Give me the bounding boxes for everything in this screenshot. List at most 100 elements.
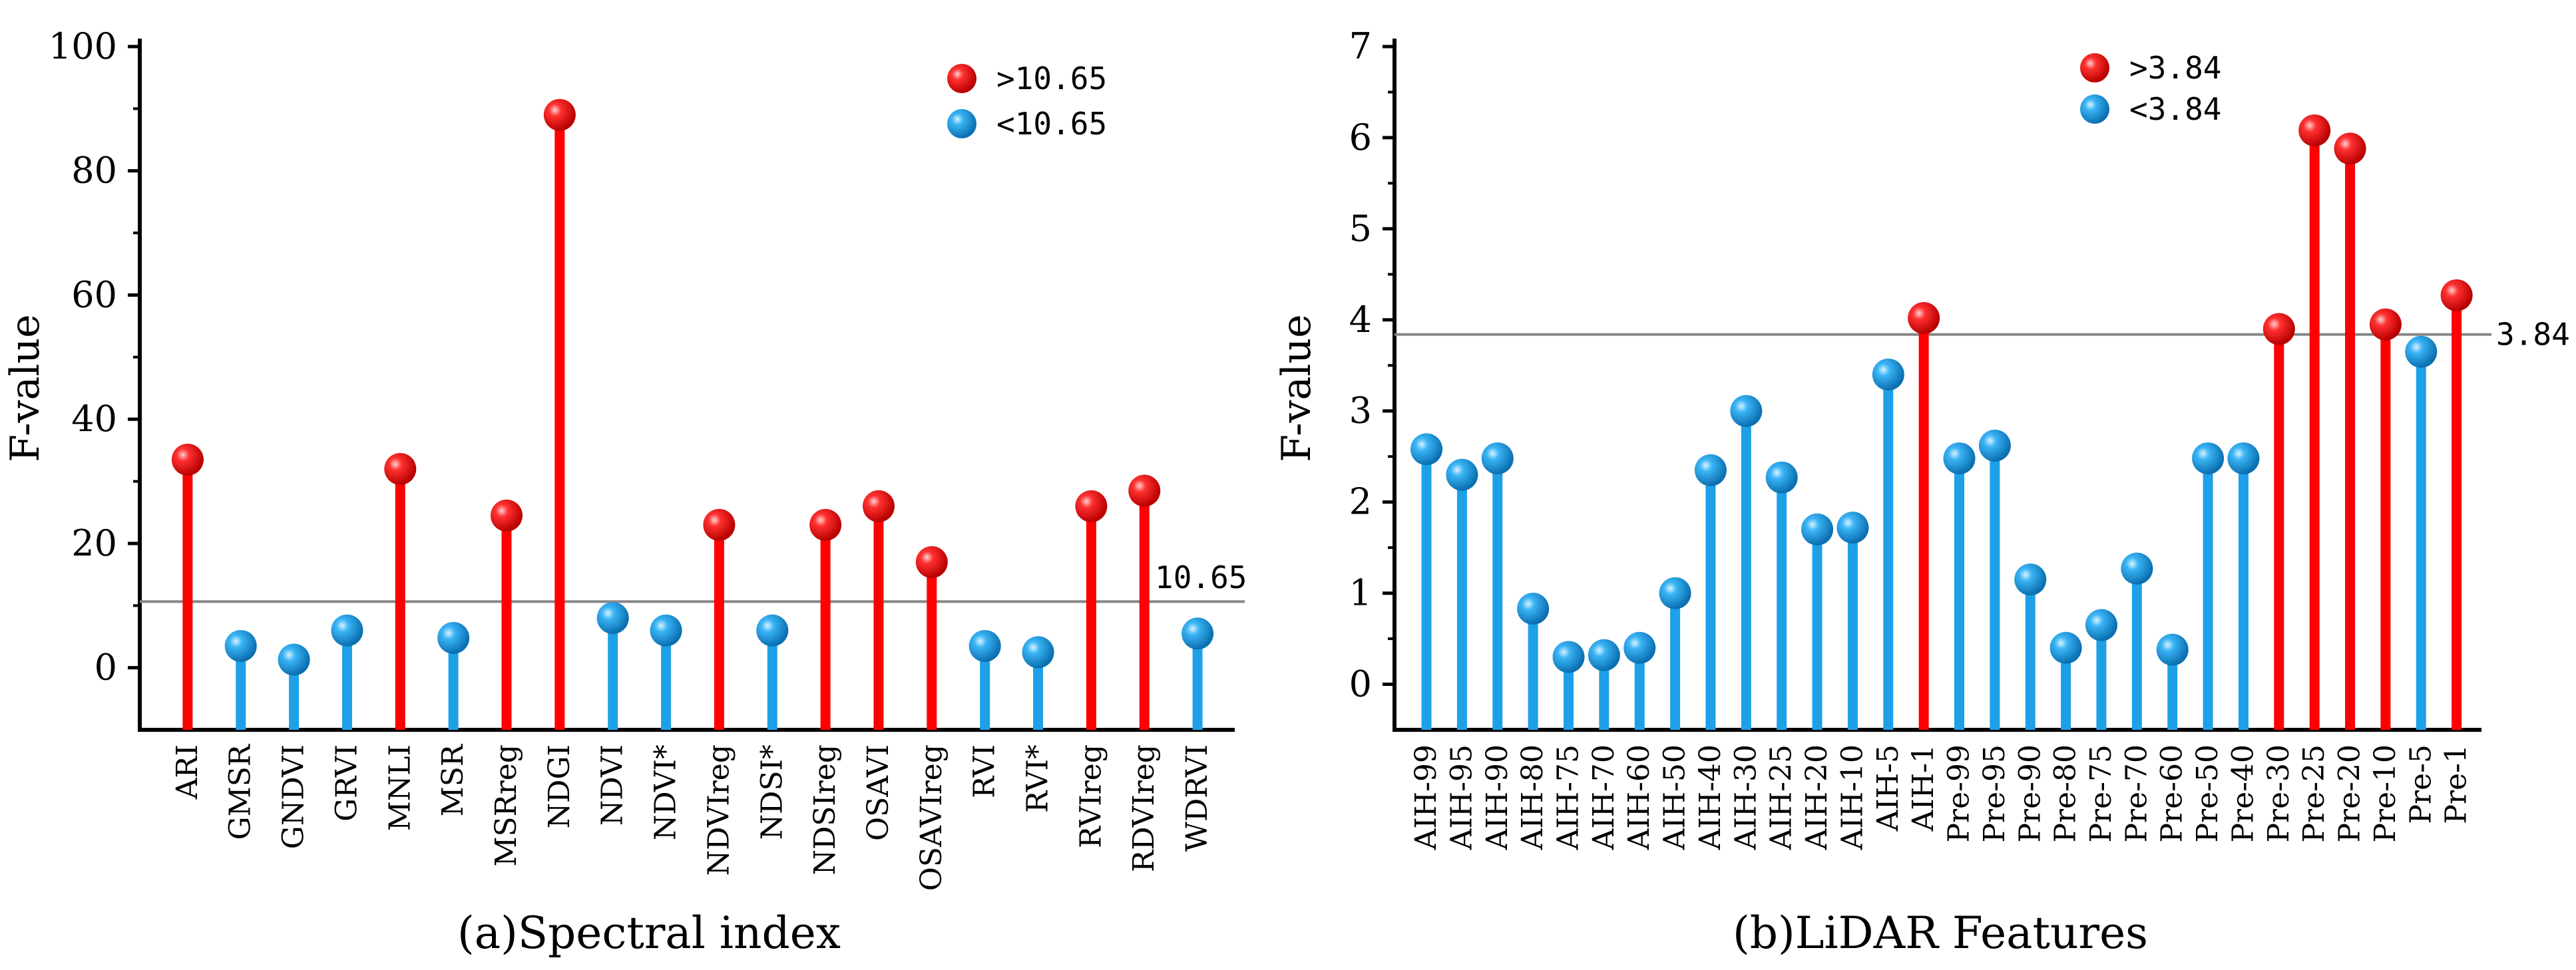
x-category-label: Pre-70 — [2119, 744, 2153, 843]
y-tick-label: 20 — [71, 522, 117, 564]
lollipop-point — [2085, 609, 2117, 641]
x-category-label: Pre-90 — [2013, 744, 2047, 843]
x-category-label: AIH-25 — [1765, 744, 1799, 850]
y-tick-label: 80 — [71, 150, 117, 192]
threshold-label: 10.65 — [1155, 560, 1247, 595]
x-category-label: RVIreg — [1074, 744, 1108, 848]
x-category-label: NDVI — [596, 744, 630, 826]
lollipop-point — [1623, 631, 1656, 664]
y-axis-title: F-value — [1273, 314, 1320, 462]
legend-label: <3.84 — [2129, 91, 2221, 127]
x-category-label: AIH-80 — [1516, 744, 1550, 850]
y-tick-label: 4 — [1349, 299, 1372, 341]
x-category-label: AIH-10 — [1835, 744, 1869, 850]
x-category-label: Pre-95 — [1978, 744, 2012, 843]
x-category-label: GRVI — [329, 744, 363, 822]
lollipop-point — [1765, 461, 1798, 494]
lollipop-point — [862, 490, 895, 522]
x-category-label: Pre-30 — [2262, 744, 2296, 843]
x-category-label: AIH-99 — [1409, 744, 1443, 850]
lollipop-point — [2014, 564, 2047, 596]
threshold-label: 3.84 — [2496, 317, 2570, 353]
y-tick-label: 6 — [1349, 116, 1372, 158]
lollipop-point — [1908, 302, 1940, 335]
lollipop-point — [1978, 429, 2011, 462]
lollipop-point — [1022, 636, 1054, 669]
x-category-label: WDRVI — [1180, 744, 1214, 852]
x-category-label: AIH-70 — [1587, 744, 1621, 850]
x-category-label: AIH-50 — [1658, 744, 1692, 850]
lollipop-point — [703, 508, 736, 541]
y-tick-label: 0 — [95, 647, 117, 689]
panel-spectral-index: 0 20 40 60 80 100 F-value 10.65 ARI GMSR GNDVI GRVI… — [2, 25, 1247, 959]
y-tick-label: 60 — [71, 273, 117, 315]
lollipop-point — [2298, 114, 2331, 146]
lollipop-point — [1659, 577, 1691, 609]
x-category-label: Pre-75 — [2084, 744, 2118, 843]
y-tick-label: 1 — [1349, 572, 1372, 614]
lollipop-point — [2156, 633, 2189, 666]
lollipop-point — [437, 621, 470, 654]
lollipop-point — [1872, 358, 1904, 391]
x-category-label: GMSR — [224, 743, 258, 840]
legend-marker — [947, 64, 976, 93]
y-tick-label: 40 — [71, 398, 117, 440]
legend-marker — [2080, 94, 2109, 124]
x-category-label: RVI* — [1021, 744, 1055, 813]
lollipop-point — [224, 629, 257, 662]
y-tick-label: 2 — [1349, 481, 1372, 523]
lollipop-point — [2369, 308, 2402, 341]
lollipop-point — [2334, 132, 2366, 165]
lollipop-point — [2440, 279, 2473, 311]
x-category-label: AIH-30 — [1729, 744, 1763, 850]
lollipop-point — [1552, 641, 1585, 673]
x-category-label: RVI — [968, 744, 1002, 798]
y-tick-label: 5 — [1349, 208, 1372, 249]
legend-label: <10.65 — [996, 106, 1107, 142]
lollipop-point — [2192, 442, 2225, 474]
lollipop-point — [1075, 490, 1108, 522]
x-category-label: AIH-20 — [1800, 744, 1834, 850]
lollipop-point — [756, 614, 789, 647]
lollipop-point — [1481, 442, 1514, 474]
x-category-label: OSAVIreg — [915, 744, 949, 891]
x-category-label: AIH-75 — [1551, 744, 1585, 850]
x-category-label: AIH-95 — [1444, 744, 1478, 850]
x-category-label: NDVIreg — [702, 744, 736, 876]
panel-caption: (a)Spectral index — [457, 907, 841, 959]
lollipop-point — [809, 508, 842, 541]
x-category-label: Pre-80 — [2049, 744, 2083, 843]
lollipop-point — [2227, 442, 2260, 474]
lollipop-point — [1730, 395, 1763, 427]
lollipop-point — [2049, 631, 2082, 664]
lollipop-point — [1181, 617, 1214, 650]
y-tick-label: 3 — [1349, 390, 1372, 432]
legend-label: >3.84 — [2129, 50, 2221, 86]
x-category-label: ARI — [170, 744, 204, 800]
lollipop-point — [543, 98, 576, 131]
lollipop-point — [915, 546, 948, 578]
lollipop-point — [384, 452, 417, 485]
x-category-label: Pre-5 — [2404, 744, 2438, 824]
lollipop-point — [278, 643, 310, 676]
x-category-label: RDVIreg — [1127, 744, 1161, 872]
lollipop-point — [171, 443, 204, 476]
x-category-label: Pre-60 — [2155, 744, 2189, 843]
lollipop-point — [1801, 513, 1834, 546]
x-category-label: Pre-10 — [2368, 744, 2402, 843]
lollipop-point — [1694, 454, 1727, 486]
lollipop-point — [2121, 552, 2153, 585]
x-category-label: AIH-40 — [1693, 744, 1727, 850]
x-category-label: Pre-50 — [2191, 744, 2225, 843]
x-category-label: MSRreg — [489, 744, 523, 867]
lollipop-point — [1446, 458, 1478, 491]
x-category-label: Pre-1 — [2440, 744, 2473, 824]
x-category-label: OSAVI — [861, 744, 895, 841]
x-category-label: GNDVI — [277, 744, 311, 849]
lollipop-point — [650, 614, 682, 647]
y-tick-label: 100 — [49, 25, 117, 67]
legend-marker — [947, 109, 976, 138]
x-category-label: AIH-1 — [1906, 744, 1940, 832]
x-category-label: Pre-99 — [1942, 744, 1976, 843]
